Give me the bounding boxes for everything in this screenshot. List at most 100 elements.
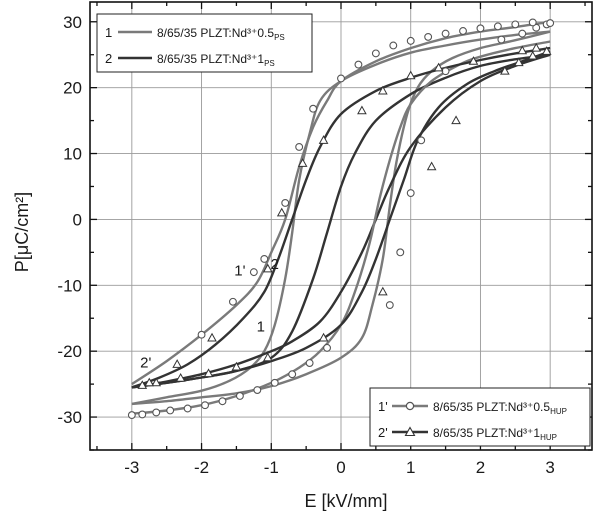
- y-tick-label: 10: [63, 145, 82, 164]
- series-1p-marker: [389, 41, 398, 50]
- series-2-lower-branch: [131, 53, 551, 389]
- series-1-upper-branch: [131, 30, 551, 406]
- legend-entry-1-sub: PS: [274, 33, 285, 42]
- legend-entry-2p-text: 8/65/35 PLZT:Nd³⁺1HUP: [433, 426, 557, 442]
- series-1p-marker: [183, 404, 192, 413]
- series-2p-marker: [318, 332, 329, 342]
- series-1p-marker: [281, 198, 290, 207]
- series-2p-marker: [172, 359, 183, 368]
- series-2p-marker: [541, 46, 552, 55]
- series-1p-marker: [406, 36, 415, 45]
- series-2p-marker: [276, 207, 287, 217]
- series-2p-upper-branch: [131, 50, 551, 389]
- series-1p-marker: [511, 20, 520, 29]
- legend-top-left: 1 8/65/35 PLZT:Nd³⁺0.5PS 2 8/65/35 PLZT:…: [96, 13, 313, 73]
- legend-entry-1p-sub: HUP: [550, 407, 567, 416]
- series-2p-marker: [426, 161, 437, 171]
- series-1p-marker: [518, 29, 527, 38]
- series-1p-marker: [417, 136, 426, 145]
- series-1p-marker: [166, 406, 175, 415]
- curve-label: 2': [140, 355, 151, 372]
- series-1p-marker: [406, 189, 415, 198]
- legend-entry-2-id: 2: [105, 51, 112, 66]
- x-tick-label: 2: [476, 458, 485, 477]
- legend-entry-1-text: 8/65/35 PLZT:Nd³⁺0.5PS: [157, 26, 285, 42]
- plot-markers: [127, 18, 555, 420]
- series-2p-marker: [357, 105, 367, 115]
- series-1p-marker: [323, 343, 332, 352]
- series-1p-marker: [385, 301, 394, 310]
- series-1p-marker: [476, 24, 485, 33]
- series-1-lower-branch: [131, 30, 551, 406]
- x-tick-label: 1: [406, 458, 415, 477]
- series-2p-lower-branch: [131, 46, 551, 389]
- series-2p-marker: [377, 286, 388, 296]
- series-1p-marker: [424, 32, 433, 41]
- series-2p-marker: [513, 57, 524, 67]
- series-2p-marker: [203, 368, 214, 378]
- series-1p-marker: [152, 408, 161, 417]
- legend-top-left-box: [96, 13, 313, 73]
- legend-entry-1p-text: 8/65/35 PLZT:Nd³⁺0.5HUP: [433, 400, 567, 416]
- x-tick-label: -3: [124, 458, 139, 477]
- series-2p-marker: [207, 332, 217, 342]
- series-2p-marker: [468, 56, 479, 65]
- y-tick-label: -30: [57, 408, 82, 427]
- series-2p-marker: [175, 372, 186, 382]
- series-2p-marker: [499, 65, 510, 75]
- series-1p-marker: [260, 254, 269, 263]
- y-tick-label: 20: [63, 79, 82, 98]
- series-1p-marker: [295, 142, 304, 151]
- series-1p-marker: [354, 60, 363, 69]
- x-axis-label: E [kV/mm]: [304, 491, 387, 511]
- legend-entry-1p-label: 8/65/35 PLZT:Nd³⁺0.5: [433, 400, 550, 414]
- series-2p-marker: [405, 70, 416, 80]
- series-1p-marker: [138, 410, 147, 419]
- legend-bottom-right: 1' 8/65/35 PLZT:Nd³⁺0.5HUP 2' 8/65/35 PL…: [369, 387, 591, 447]
- y-tick-label: -10: [57, 276, 82, 295]
- series-2p-marker: [151, 377, 162, 387]
- series-2p-marker: [531, 42, 542, 52]
- curve-label: 1': [234, 262, 245, 279]
- curve-annotations: 1 2 1' 2': [140, 256, 279, 372]
- series-1p-marker: [396, 248, 405, 257]
- series-1p-marker: [249, 268, 258, 277]
- series-2p-marker: [297, 158, 308, 167]
- series-1p-marker: [270, 378, 279, 387]
- series-1p-marker: [235, 392, 244, 400]
- legend-entry-2p-id: 2': [378, 425, 388, 440]
- legend-entry-2p-label: 8/65/35 PLZT:Nd³⁺1: [433, 426, 540, 440]
- y-tick-label: 30: [63, 13, 82, 32]
- legend-entry-1-label: 8/65/35 PLZT:Nd³⁺0.5: [157, 26, 274, 40]
- legend-entry-1p-id: 1': [378, 399, 388, 414]
- series-1p-marker: [528, 18, 537, 27]
- curve-label: 1: [257, 318, 265, 335]
- series-1p-marker: [371, 49, 380, 58]
- series-1p-marker: [493, 22, 502, 31]
- series-2p-marker: [377, 85, 388, 95]
- series-1p-marker: [441, 29, 450, 38]
- y-tick-label: 0: [73, 210, 82, 229]
- series-2p-marker: [262, 263, 273, 273]
- series-2p-marker: [451, 115, 461, 125]
- series-2p-marker: [231, 361, 242, 371]
- series-1p-marker: [532, 23, 541, 32]
- x-tick-label: 3: [545, 458, 554, 477]
- series-1p-marker: [459, 27, 467, 35]
- series-1p-marker: [337, 74, 345, 83]
- series-1p-lower-branch: [131, 20, 551, 386]
- series-1p-marker: [228, 297, 237, 306]
- series-2p-marker: [527, 50, 538, 60]
- series-1p-marker: [201, 401, 209, 410]
- series-2p-marker: [137, 380, 148, 389]
- legend-entry-2-sub: PS: [264, 59, 275, 68]
- series-1p-marker: [546, 19, 555, 28]
- legend-entry-2-label: 8/65/35 PLZT:Nd³⁺1: [157, 52, 264, 66]
- x-tick-label: -1: [264, 458, 279, 477]
- series-1p-marker: [218, 397, 227, 406]
- series-2p-marker: [517, 45, 528, 55]
- series-2p-marker: [144, 377, 155, 387]
- legend-bottom-right-box: [369, 387, 591, 447]
